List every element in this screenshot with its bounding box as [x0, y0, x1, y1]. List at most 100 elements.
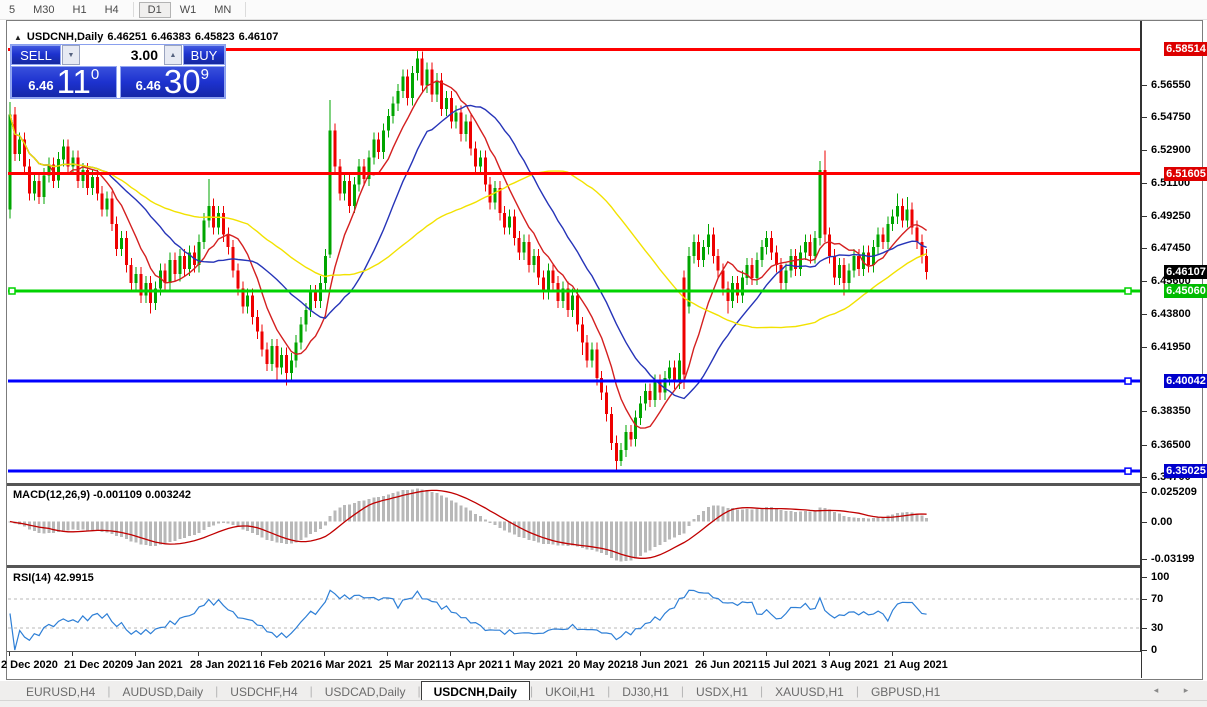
- tab-separator: |: [215, 683, 219, 698]
- rsi-tick-mark: [1142, 577, 1147, 578]
- rsi-tick-label: 30: [1151, 622, 1164, 634]
- macd-tick-mark: [1142, 492, 1147, 493]
- price-tick-label: 6.54750: [1151, 111, 1191, 123]
- tab-bar-spacer: [952, 681, 1149, 700]
- tab-usdcad-daily[interactable]: USDCAD,Daily: [324, 684, 406, 699]
- tab-dj30-h1[interactable]: DJ30,H1: [622, 684, 669, 699]
- tabs-scroll-left-icon[interactable]: ◂: [1153, 685, 1159, 695]
- sell-button[interactable]: SELL: [11, 45, 61, 65]
- tab-separator: |: [309, 683, 313, 698]
- date-tick-label: 28 Jan 2021: [190, 659, 252, 671]
- tab-gbpusd-h1[interactable]: GBPUSD,H1: [870, 684, 941, 699]
- hline-handle-6.45060[interactable]: [1124, 287, 1132, 295]
- date-tick-label: 21 Aug 2021: [884, 659, 948, 671]
- date-tick-label: 6 Mar 2021: [316, 659, 373, 671]
- price-tick-mark: [1142, 183, 1147, 184]
- price-tick-mark: [1142, 477, 1147, 478]
- tab-separator: |: [760, 683, 764, 698]
- macd-pane-canvas[interactable]: [8, 487, 1140, 564]
- tab-separator: |: [529, 683, 534, 698]
- date-tick-mark: [261, 652, 262, 656]
- tabs-scroll-right-icon[interactable]: ▸: [1183, 685, 1189, 695]
- ohlc-high: 6.46383: [151, 31, 191, 43]
- price-tick-mark: [1142, 85, 1147, 86]
- pane-divider-rsi[interactable]: [7, 565, 1142, 568]
- price-tick-label: 6.56550: [1151, 79, 1191, 91]
- date-tick-label: 2 Dec 2020: [1, 659, 58, 671]
- date-tick-label: 8 Jun 2021: [632, 659, 689, 671]
- toolbar-separator: [132, 2, 134, 17]
- date-tick-mark: [640, 652, 641, 656]
- date-tick-mark: [450, 652, 451, 656]
- date-tick-label: 25 Mar 2021: [379, 659, 442, 671]
- date-tick-mark: [324, 652, 325, 656]
- hline-handle-6.45060[interactable]: [8, 287, 16, 295]
- ask-prefix: 6.46: [135, 78, 161, 93]
- volume-increase-button[interactable]: ▲: [164, 45, 182, 65]
- tab-usdchf-h4[interactable]: USDCHF,H4: [230, 684, 298, 699]
- timeframe-h4[interactable]: H4: [104, 3, 119, 16]
- tab-usdx-h1[interactable]: USDX,H1: [696, 684, 749, 699]
- bid-price-button[interactable]: 6.46 11 0: [11, 65, 117, 98]
- rsi-pane-canvas[interactable]: [8, 569, 1140, 651]
- price-tick-label: 6.36500: [1151, 439, 1191, 451]
- timeframe-m30[interactable]: M30: [33, 3, 55, 16]
- bid-prefix: 6.46: [28, 78, 54, 93]
- timeframe-w1[interactable]: W1: [179, 3, 197, 16]
- date-tick-mark: [387, 652, 388, 656]
- date-tick-label: 3 Aug 2021: [821, 659, 879, 671]
- date-tick-mark: [9, 652, 10, 656]
- price-tick-mark: [1142, 411, 1147, 412]
- ohlc-open: 6.46251: [107, 31, 148, 43]
- price-tick-mark: [1142, 216, 1147, 217]
- buy-button[interactable]: BUY: [183, 45, 225, 65]
- tab-usdcnh-daily[interactable]: USDCNH,Daily: [420, 681, 530, 700]
- ohlc-close: 6.46107: [238, 31, 279, 43]
- hline-handle-6.40042[interactable]: [1124, 377, 1132, 385]
- tab-audusd-daily[interactable]: AUDUSD,Daily: [122, 684, 204, 699]
- price-axis-line: [1140, 21, 1142, 678]
- macd-tick-label: 0.00: [1151, 516, 1173, 528]
- price-level-badge-6.58514: 6.58514: [1164, 42, 1207, 56]
- price-tick-label: 6.41950: [1151, 341, 1191, 353]
- ohlc-low: 6.45823: [194, 31, 235, 43]
- date-tick-label: 16 Feb 2021: [253, 659, 316, 671]
- rsi-tick-label: 70: [1151, 593, 1164, 605]
- date-tick-mark: [703, 652, 704, 656]
- price-tick-mark: [1142, 150, 1147, 151]
- macd-tick-mark: [1142, 559, 1147, 560]
- tab-xauusd-h1[interactable]: XAUUSD,H1: [775, 684, 844, 699]
- ask-price-button[interactable]: 6.46 30 9: [119, 65, 225, 98]
- timeframe-mn[interactable]: MN: [214, 3, 232, 16]
- tab-eurusd-h4[interactable]: EURUSD,H4: [26, 684, 96, 699]
- rsi-tick-mark: [1142, 628, 1147, 629]
- tab-separator: |: [607, 683, 611, 698]
- price-tick-mark: [1142, 117, 1147, 118]
- date-axis: 2 Dec 2020 21 Dec 2020 9 Jan 2021 28 Jan 20…: [1, 652, 1141, 678]
- tab-ukoil-h1[interactable]: UKOil,H1: [545, 684, 596, 699]
- collapse-chart-icon[interactable]: ▲: [14, 33, 22, 42]
- date-tick-label: 15 Jul 2021: [758, 659, 817, 671]
- date-tick-mark: [892, 652, 893, 656]
- tab-scroll-gap: [1163, 681, 1179, 700]
- date-tick-label: 20 May 2021: [568, 659, 633, 671]
- toolbar-separator: [245, 2, 247, 17]
- price-tick-mark: [1142, 248, 1147, 249]
- volume-decrease-button[interactable]: ▼: [62, 45, 80, 65]
- date-tick-mark: [135, 652, 136, 656]
- timeframe-5[interactable]: 5: [9, 3, 16, 16]
- timeframe-d1[interactable]: D1: [138, 1, 171, 18]
- price-tick-mark: [1142, 314, 1147, 315]
- macd-tick-mark: [1142, 522, 1147, 523]
- price-tick-mark: [1142, 281, 1147, 282]
- pane-divider-macd[interactable]: [7, 483, 1142, 486]
- price-tick-mark: [1142, 445, 1147, 446]
- status-strip: [0, 700, 1207, 707]
- volume-input[interactable]: [80, 45, 164, 65]
- date-tick-mark: [513, 652, 514, 656]
- date-tick-mark: [198, 652, 199, 656]
- price-level-badge-6.51605: 6.51605: [1164, 167, 1207, 181]
- timeframe-h1[interactable]: H1: [72, 3, 87, 16]
- hline-handle-6.35025[interactable]: [1124, 467, 1132, 475]
